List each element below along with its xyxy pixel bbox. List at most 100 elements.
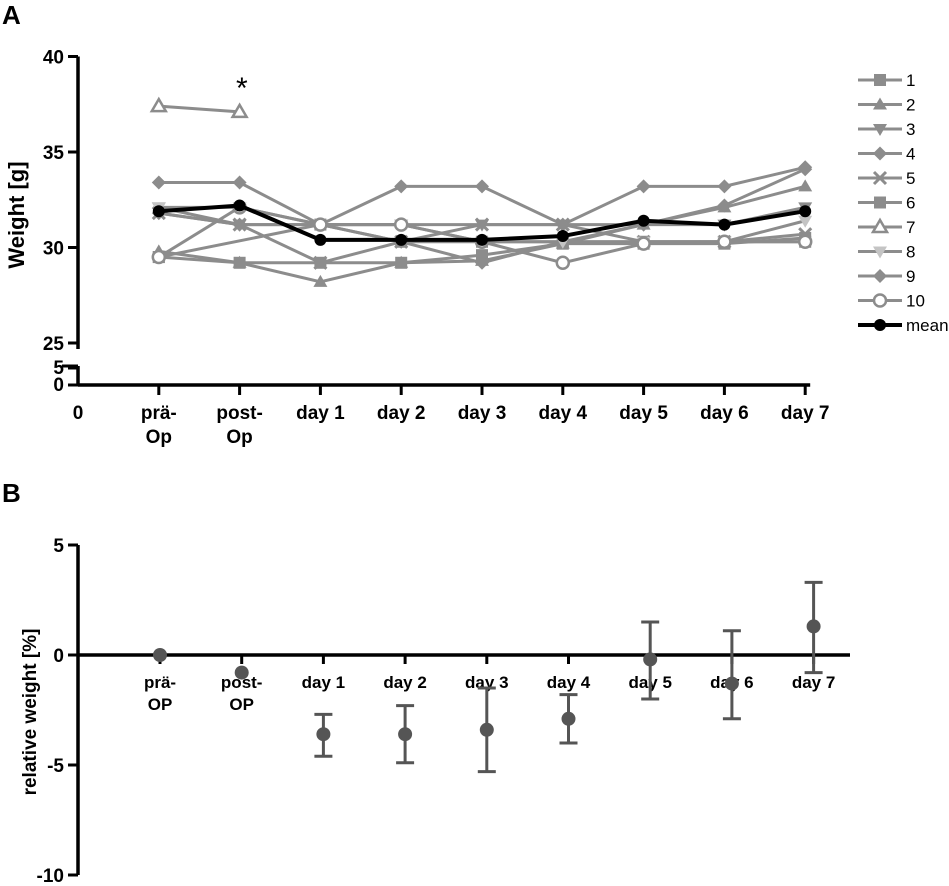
legend-item-4: 4 (858, 145, 915, 164)
legend-marker (873, 97, 887, 110)
y-tick-label: 0 (53, 375, 64, 396)
legend-item-5: 5 (858, 169, 915, 188)
legend-label: 10 (906, 292, 925, 311)
data-point (398, 727, 413, 742)
legend-label: 1 (906, 71, 915, 90)
weight-y-axis-title: Weight [g] (4, 161, 29, 268)
data-point (636, 236, 651, 251)
data-point (149, 96, 168, 113)
data-point (394, 255, 409, 268)
legend-marker (873, 124, 887, 136)
data-point (561, 711, 576, 726)
data-point (479, 722, 494, 737)
x-tick-label: day 6 (700, 403, 749, 424)
data-point (797, 234, 813, 250)
x-tick-label: prä-Op (141, 403, 177, 448)
legend-marker (873, 269, 887, 283)
data-point (643, 652, 658, 667)
legend-item-3: 3 (858, 120, 915, 139)
data-point (232, 175, 247, 190)
legend-item-1: 1 (858, 71, 915, 90)
relative-weight-axes: 5 0 -5 -10 prä-OP post-OP day 1 day 2 day 3 day 4… (37, 536, 850, 886)
point-group (234, 665, 249, 680)
y-tick-label: -5 (47, 756, 64, 777)
panel-a-letter: A (2, 0, 21, 30)
legend-label: 7 (906, 218, 915, 237)
x-tick-label: day 5 (619, 403, 668, 424)
data-point (151, 175, 166, 190)
point-group (641, 620, 660, 701)
x-tick-label: post-Op (216, 403, 262, 448)
data-point (798, 160, 813, 175)
legend-marker (872, 293, 888, 308)
data-point (556, 230, 569, 243)
legend-item-7: 7 (858, 217, 915, 237)
data-point (232, 217, 247, 232)
data-point (555, 217, 570, 232)
panel-b-letter: B (2, 478, 21, 508)
y-tick-label: 25 (43, 334, 65, 355)
data-point (474, 217, 490, 232)
legend-label: mean (906, 316, 949, 335)
y-tick-label: 40 (43, 48, 64, 69)
legend-marker (874, 196, 886, 209)
data-point (230, 102, 249, 119)
data-point (152, 205, 165, 218)
legend-marker (874, 74, 886, 86)
series-mean (152, 199, 812, 246)
relative-weight-y-axis-title: relative weight [%] (20, 629, 41, 796)
data-point (394, 179, 409, 194)
data-point (637, 214, 650, 227)
legend-item-10: 10 (858, 292, 925, 311)
series-7 (149, 96, 249, 119)
data-point (718, 218, 731, 231)
x-tick-label: day 7 (792, 673, 835, 692)
x-tick-label: day 2 (383, 673, 426, 692)
y-tick-label: -10 (37, 866, 64, 886)
series-line-7 (158, 104, 240, 114)
data-point (806, 619, 821, 634)
x-tick-label: post-OP (221, 673, 263, 714)
data-point (798, 179, 813, 192)
legend-item-6: 6 (858, 194, 915, 213)
legend-marker (872, 170, 888, 186)
y-tick-label: 35 (43, 143, 65, 164)
y-tick-label: 5 (53, 536, 64, 557)
weight-series (149, 96, 813, 287)
y-tick-label: 30 (43, 239, 64, 260)
legend-marker (870, 217, 890, 234)
x-tick-label: day 1 (302, 673, 345, 692)
legend-label: 8 (906, 243, 915, 262)
data-point (233, 199, 246, 212)
legend-label: 6 (906, 194, 915, 213)
data-point (717, 198, 732, 213)
data-point (313, 274, 328, 287)
relative-weight-series (153, 580, 823, 774)
legend-item-mean: mean (858, 316, 949, 335)
data-point (799, 205, 812, 218)
data-point (316, 727, 331, 742)
x-tick-label: day 4 (539, 403, 588, 424)
x-tick-label: day 2 (377, 403, 426, 424)
series-line-9 (158, 165, 806, 227)
point-group (396, 704, 415, 765)
y-tick-label: 0 (53, 646, 64, 667)
legend-item-8: 8 (858, 243, 915, 262)
data-point (636, 179, 651, 194)
data-point (555, 255, 571, 271)
point-group (559, 693, 578, 745)
data-point (313, 217, 328, 232)
data-point (798, 215, 813, 228)
legend-label: 2 (906, 96, 915, 115)
legend-item-2: 2 (858, 96, 915, 115)
data-point (314, 233, 327, 246)
data-point (313, 255, 328, 270)
data-point (724, 676, 739, 691)
legend-label: 3 (906, 120, 915, 139)
data-point (475, 255, 489, 270)
x-tick-label: day 1 (296, 403, 345, 424)
legend-marker (873, 146, 887, 161)
